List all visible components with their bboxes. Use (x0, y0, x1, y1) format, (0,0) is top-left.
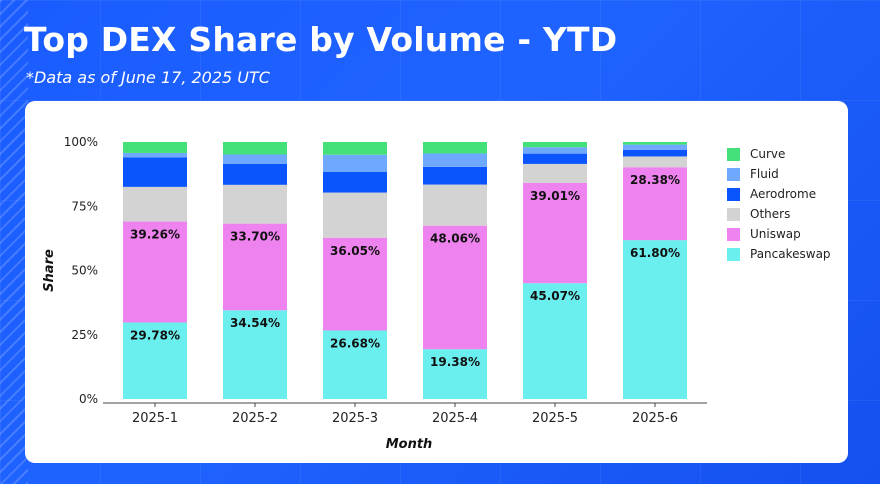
bar-segment-aerodrome (223, 163, 287, 185)
bar-segment-curve (323, 142, 387, 155)
legend-label: Uniswap (750, 227, 801, 241)
y-axis-title: Share (42, 249, 57, 292)
bar-segment-fluid (523, 147, 587, 154)
legend-item-uniswap: Uniswap (727, 224, 831, 244)
data-label: 26.68% (330, 336, 380, 350)
bar-segment-pancakeswap (523, 283, 587, 399)
page-title: Top DEX Share by Volume - YTD (24, 20, 618, 59)
legend-swatch (727, 247, 740, 261)
data-label: 34.54% (230, 316, 280, 330)
legend-item-aerodrome: Aerodrome (727, 184, 831, 204)
bar-segment-aerodrome (123, 157, 187, 187)
bar-segment-uniswap (223, 223, 287, 311)
bar-segment-pancakeswap (123, 322, 187, 399)
y-tick-label: 100% (64, 135, 98, 149)
x-tick-label: 2025-5 (532, 411, 578, 426)
bar-segment-fluid (423, 153, 487, 167)
bar-segment-others (523, 163, 587, 183)
legend-item-pancakeswap: Pancakeswap (727, 244, 831, 264)
bar-segment-others (623, 156, 687, 168)
x-tick-label: 2025-4 (432, 411, 478, 426)
bar-segment-curve (423, 142, 487, 154)
data-label: 45.07% (530, 289, 580, 303)
legend-label: Others (750, 207, 791, 221)
data-label: 29.78% (130, 328, 180, 342)
bar-segment-fluid (623, 144, 687, 150)
data-label: 28.38% (630, 173, 680, 187)
background-stripes (0, 0, 28, 484)
chart-legend: Curve Fluid Aerodrome Others Uniswap Pancakes… (727, 144, 831, 264)
bar-segment-curve (623, 142, 687, 145)
bar-segment-curve (523, 142, 587, 148)
legend-label: Curve (750, 147, 786, 161)
chart-card: 0% 25% 50% 75% 100% 29.78% 39.26% 2025-1 34.54% 3… (25, 101, 848, 463)
bar-segment-fluid (223, 154, 287, 164)
bar-segment-fluid (123, 152, 187, 158)
legend-item-others: Others (727, 204, 831, 224)
legend-swatch (727, 167, 740, 181)
legend-label: Aerodrome (750, 187, 817, 201)
bar-segment-others (423, 184, 487, 226)
bar-segment-curve (123, 142, 187, 153)
y-tick-label: 0% (79, 392, 98, 406)
bar-segment-fluid (323, 154, 387, 172)
legend-swatch (727, 207, 740, 221)
legend-label: Fluid (750, 167, 779, 181)
stacked-bar-chart: 0% 25% 50% 75% 100% 29.78% 39.26% 2025-1 34.54% 3… (42, 135, 707, 452)
legend-swatch (727, 147, 740, 161)
bar-segment-uniswap (623, 167, 687, 241)
data-label: 39.01% (530, 189, 580, 203)
bar-segment-curve (223, 142, 287, 155)
bar-segment-others (123, 186, 187, 222)
bar-segment-aerodrome (523, 153, 587, 164)
data-label: 36.05% (330, 244, 380, 258)
bar-segment-others (223, 184, 287, 224)
bar-segment-aerodrome (423, 166, 487, 185)
y-tick-label: 75% (71, 199, 98, 213)
data-label: 19.38% (430, 355, 480, 369)
bar-segment-pancakeswap (323, 330, 387, 399)
bar-segment-pancakeswap (423, 349, 487, 399)
x-axis-title: Month (386, 437, 433, 452)
bar-segment-pancakeswap (223, 310, 287, 399)
x-tick-label: 2025-1 (132, 411, 178, 426)
bar-segment-uniswap (523, 182, 587, 284)
bar-segment-uniswap (123, 221, 187, 323)
bar-segment-aerodrome (623, 149, 687, 157)
bar-segment-aerodrome (323, 171, 387, 193)
x-tick-label: 2025-3 (332, 411, 378, 426)
bar-segment-pancakeswap (623, 240, 687, 399)
y-tick-label: 50% (71, 264, 98, 278)
page-subtitle: *Data as of June 17, 2025 UTC (26, 68, 270, 87)
bar-segment-uniswap (423, 225, 487, 350)
bar-segment-uniswap (323, 237, 387, 331)
legend-swatch (727, 187, 740, 201)
y-tick-label: 25% (71, 328, 98, 342)
data-label: 48.06% (430, 232, 480, 246)
bar-segment-others (323, 192, 387, 238)
legend-item-curve: Curve (727, 144, 831, 164)
data-label: 33.70% (230, 230, 280, 244)
legend-label: Pancakeswap (750, 247, 831, 261)
x-tick-label: 2025-6 (632, 411, 678, 426)
data-label: 39.26% (130, 228, 180, 242)
legend-item-fluid: Fluid (727, 164, 831, 184)
legend-swatch (727, 227, 740, 241)
data-label: 61.80% (630, 246, 680, 260)
x-tick-label: 2025-2 (232, 411, 278, 426)
